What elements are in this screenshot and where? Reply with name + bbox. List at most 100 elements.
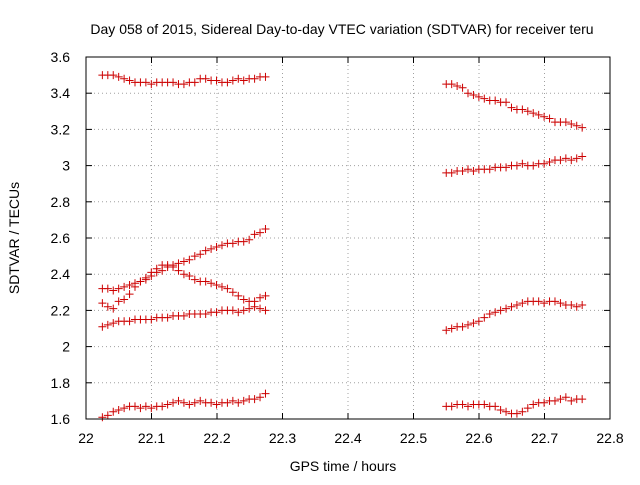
data-point	[223, 284, 232, 293]
data-point	[245, 304, 254, 313]
data-point	[103, 411, 112, 420]
series-track-b-bottom	[442, 393, 587, 418]
data-point	[496, 306, 505, 315]
data-point	[256, 228, 265, 237]
data-point	[103, 302, 112, 311]
data-point	[474, 92, 483, 101]
data-point	[529, 400, 538, 409]
data-point	[458, 167, 467, 176]
data-point	[261, 224, 270, 233]
data-point	[463, 320, 472, 329]
x-tick-label: 22.7	[531, 430, 558, 446]
data-point	[447, 402, 456, 411]
data-point	[125, 281, 134, 290]
data-point	[212, 308, 221, 317]
data-point	[103, 284, 112, 293]
data-point	[561, 154, 570, 163]
data-point	[163, 313, 172, 322]
y-tick-label: 2.6	[51, 230, 71, 246]
data-point	[179, 311, 188, 320]
data-point	[567, 396, 576, 405]
data-point	[463, 402, 472, 411]
y-tick-label: 2	[62, 339, 70, 355]
data-point	[256, 393, 265, 402]
x-tick-label: 22.1	[138, 430, 165, 446]
grid-lines	[86, 57, 610, 419]
data-point	[567, 119, 576, 128]
data-point	[212, 243, 221, 252]
data-point	[250, 230, 259, 239]
data-point	[114, 297, 123, 306]
data-point	[147, 404, 156, 413]
data-point	[98, 413, 107, 422]
data-point	[502, 304, 511, 313]
data-point	[114, 405, 123, 414]
data-point	[239, 237, 248, 246]
data-point	[179, 398, 188, 407]
data-point	[136, 404, 145, 413]
data-point	[130, 282, 139, 291]
data-point	[572, 154, 581, 163]
data-point	[578, 123, 587, 132]
data-point	[453, 81, 462, 90]
data-point	[212, 76, 221, 85]
data-point	[239, 306, 248, 315]
y-axis-label: SDTVAR / TECUs	[6, 182, 22, 294]
data-point	[169, 262, 178, 271]
data-point	[169, 398, 178, 407]
data-point	[120, 404, 129, 413]
data-point	[114, 72, 123, 81]
series-track-a-arch	[98, 261, 270, 313]
series-track-b-upper	[442, 152, 587, 177]
data-point	[217, 282, 226, 291]
data-point	[196, 250, 205, 259]
y-tick-label: 3.2	[51, 121, 71, 137]
data-point	[223, 78, 232, 87]
data-point	[534, 110, 543, 119]
data-point	[245, 235, 254, 244]
data-point	[256, 304, 265, 313]
data-point	[125, 290, 134, 299]
data-point	[507, 302, 516, 311]
data-point	[458, 322, 467, 331]
x-tick-label: 22.4	[334, 430, 361, 446]
data-point	[207, 398, 216, 407]
y-tick-label: 2.4	[51, 266, 71, 282]
data-point	[480, 94, 489, 103]
data-point	[250, 395, 259, 404]
data-point	[529, 109, 538, 118]
data-point	[540, 398, 549, 407]
data-point	[130, 402, 139, 411]
y-tick-label: 1.8	[51, 375, 71, 391]
data-point	[114, 284, 123, 293]
data-point	[228, 76, 237, 85]
data-point	[561, 118, 570, 127]
y-tick-label: 2.8	[51, 194, 71, 210]
data-point	[163, 400, 172, 409]
data-point	[485, 310, 494, 319]
data-point	[442, 326, 451, 335]
data-markers	[98, 71, 587, 422]
data-point	[201, 246, 210, 255]
data-point	[491, 308, 500, 317]
data-point	[201, 277, 210, 286]
data-point	[174, 259, 183, 268]
data-point	[469, 167, 478, 176]
x-tick-label: 22.3	[269, 430, 296, 446]
data-point	[261, 389, 270, 398]
data-point	[152, 264, 161, 273]
data-point	[185, 272, 194, 281]
data-point	[512, 161, 521, 170]
data-point	[447, 80, 456, 89]
data-point	[120, 282, 129, 291]
data-point	[158, 402, 167, 411]
data-point	[480, 313, 489, 322]
data-point	[447, 168, 456, 177]
data-point	[217, 241, 226, 250]
data-point	[523, 107, 532, 116]
data-point	[125, 317, 134, 326]
data-point	[463, 165, 472, 174]
data-point	[239, 295, 248, 304]
x-tick-label: 22	[78, 430, 94, 446]
data-point	[109, 319, 118, 328]
